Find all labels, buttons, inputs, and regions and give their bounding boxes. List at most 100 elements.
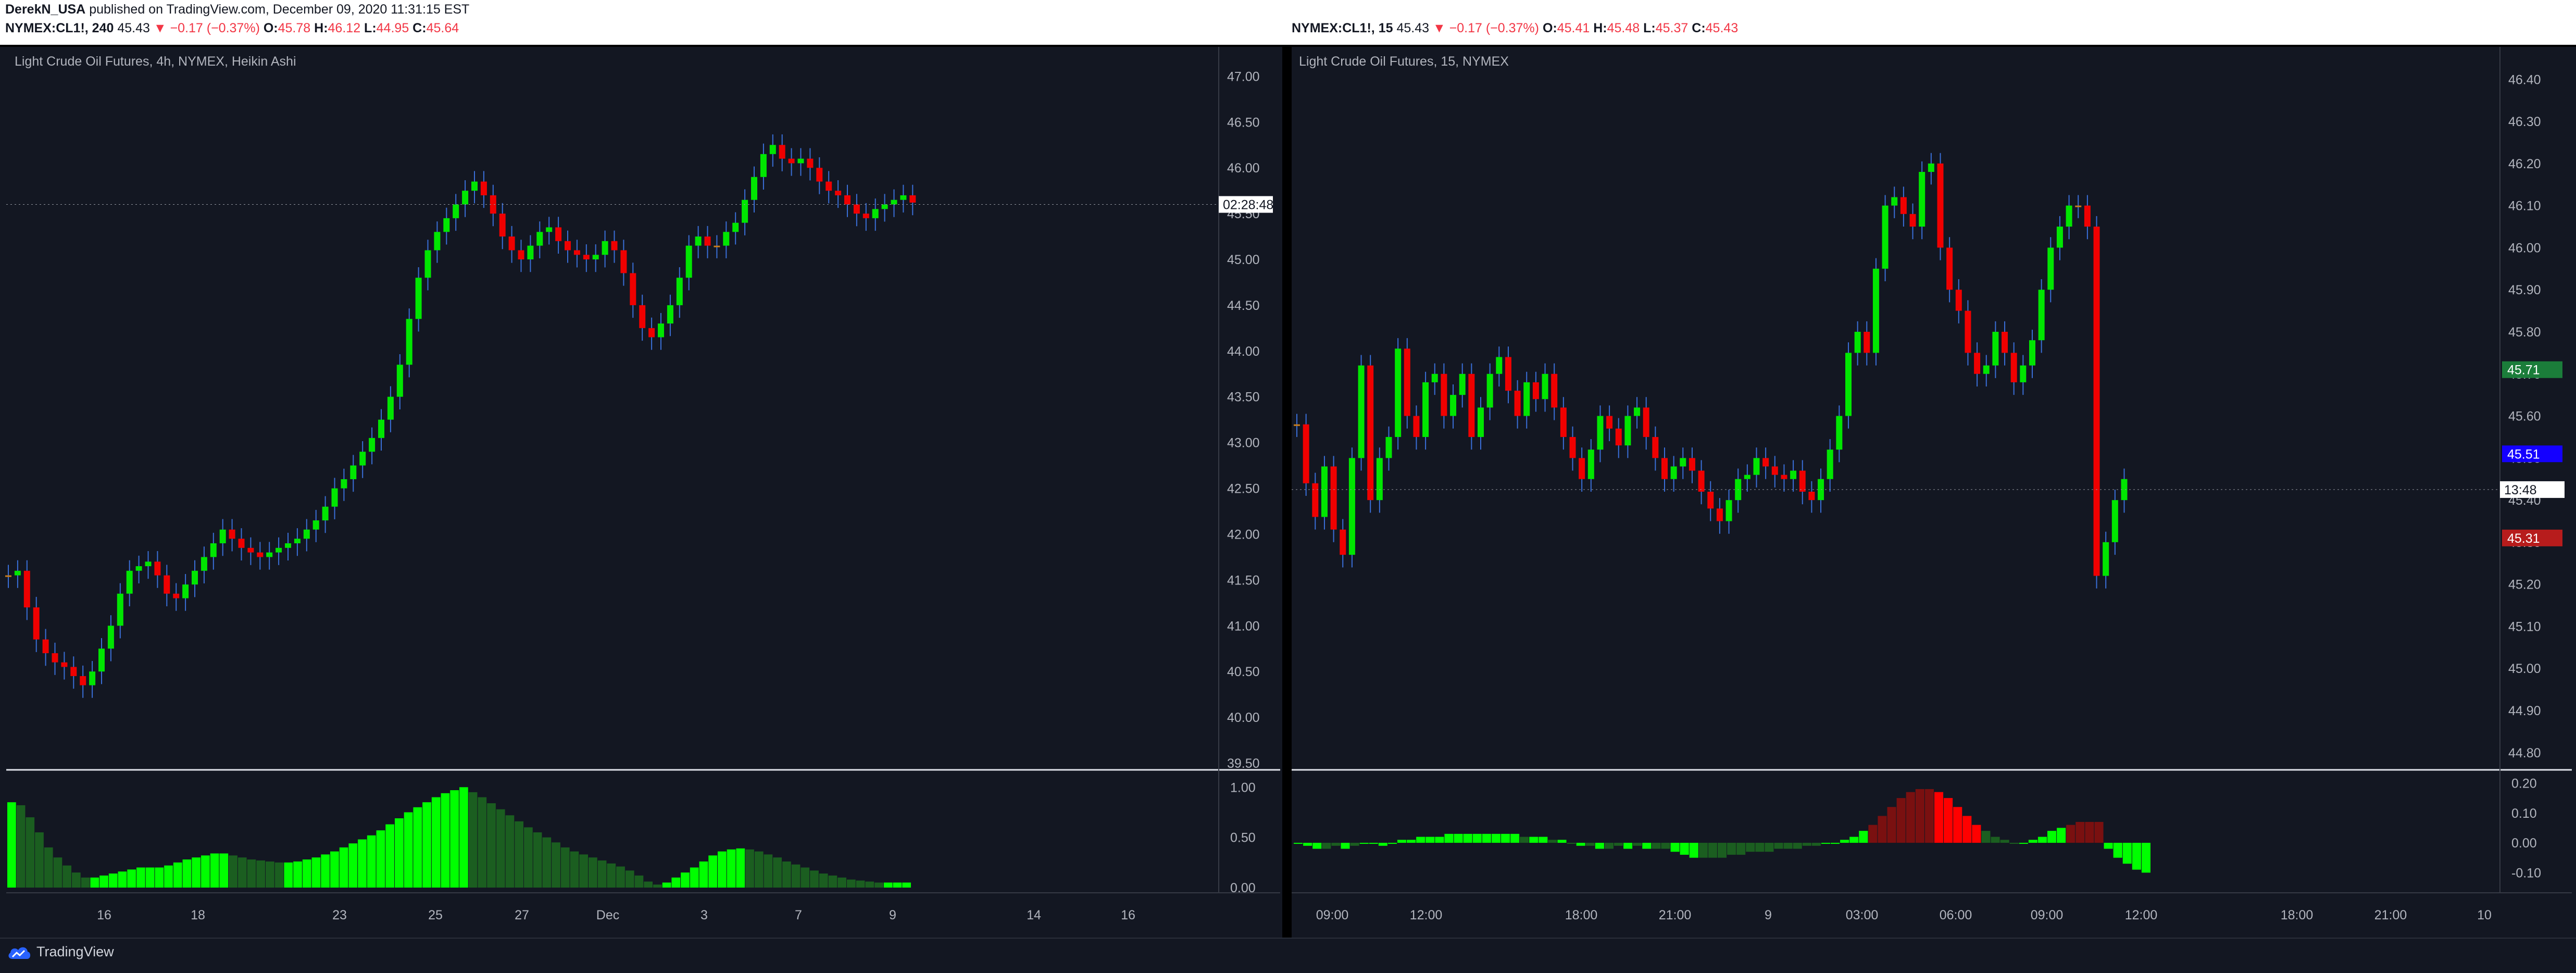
osc-bar — [2075, 821, 2085, 843]
candle-body — [1478, 407, 1484, 437]
candle-body — [257, 552, 264, 557]
chart-canvas[interactable]: 47.0046.5046.0045.5045.0044.5044.0043.50… — [0, 0, 2576, 938]
candle-body — [192, 570, 198, 585]
osc-bar — [828, 875, 837, 888]
osc-bar — [1793, 843, 1802, 849]
candle-body — [620, 250, 627, 273]
right-l-value: 45.37 — [1655, 21, 1689, 35]
candle-body — [2121, 479, 2128, 501]
price-tick-0-8: 43.00 — [1227, 436, 1260, 451]
candle-body — [862, 214, 869, 218]
time-tick-1-0: 09:00 — [1316, 908, 1349, 922]
osc-bar — [7, 802, 16, 888]
left-h-value: 46.12 — [328, 21, 361, 35]
osc-bar — [533, 832, 542, 888]
left-o-label: O: — [263, 21, 278, 35]
osc-bar — [72, 872, 81, 888]
candle-body — [415, 278, 422, 319]
price-tick-1-6: 45.80 — [2508, 325, 2541, 340]
price-label-box-2 — [2502, 529, 2562, 546]
candle-body — [331, 488, 338, 507]
candle-body — [1725, 500, 1732, 521]
osc-bar — [348, 843, 358, 888]
candle-body — [853, 204, 860, 214]
candle-body — [98, 648, 105, 672]
price-tick-1-5: 45.90 — [2508, 283, 2541, 297]
candle-body — [1928, 163, 1934, 172]
author-name[interactable]: DerekN_USA — [5, 2, 86, 17]
osc-bar — [597, 860, 607, 888]
candle-body — [1753, 458, 1760, 475]
left-legend: NYMEX:CL1!, 240 45.43 ▼ −0.17 (−0.37%) O… — [5, 21, 459, 36]
osc-bar — [837, 877, 846, 888]
osc-bar — [16, 805, 26, 888]
osc-bar — [2028, 840, 2037, 843]
osc-tick-0-2: 0.00 — [1230, 881, 1256, 895]
time-tick-1-5: 03:00 — [1846, 908, 1879, 922]
osc-bar — [2085, 821, 2094, 843]
osc-bar — [1698, 843, 1708, 858]
osc-bar — [1500, 833, 1510, 843]
osc-bar — [1633, 843, 1642, 846]
osc-bar — [570, 851, 579, 888]
candle-body — [1450, 395, 1457, 416]
countdown-box-1 — [2500, 481, 2565, 498]
right-h-value: 45.48 — [1607, 21, 1640, 35]
candle-body — [1579, 458, 1585, 479]
candle-body — [387, 396, 394, 420]
price-tick-1-2: 46.20 — [2508, 157, 2541, 171]
candle-body — [490, 195, 496, 214]
osc-bar — [1680, 843, 1689, 855]
right-o-value: 45.41 — [1557, 21, 1590, 35]
osc-bar — [1670, 843, 1680, 852]
time-tick-0-6: 3 — [701, 908, 708, 922]
osc-bar — [431, 797, 441, 888]
candle-body — [1551, 373, 1558, 408]
candle-body — [1569, 436, 1576, 458]
osc-bar — [653, 884, 662, 888]
candle-body — [881, 204, 888, 209]
osc-bar — [560, 847, 570, 888]
candle-body — [1303, 424, 1309, 483]
osc-bar — [791, 864, 801, 888]
osc-bar — [2122, 843, 2132, 864]
candle-body — [1790, 470, 1797, 479]
osc-bar — [1962, 816, 1972, 843]
osc-bar — [1341, 843, 1350, 849]
candle-body — [2075, 205, 2082, 207]
tradingview-logo[interactable]: TradingView — [7, 944, 114, 960]
osc-bar — [634, 875, 644, 888]
price-tick-1-1: 46.30 — [2508, 115, 2541, 129]
osc-bar — [99, 875, 108, 888]
price-label-box-1 — [2502, 445, 2562, 463]
osc-bar — [736, 848, 745, 888]
candle-body — [1661, 458, 1668, 479]
candle-body — [1827, 450, 1833, 479]
candle-body — [499, 214, 506, 237]
candle-body — [229, 529, 235, 539]
osc-bar — [1831, 843, 1840, 844]
candle-body — [378, 419, 384, 438]
osc-tick-0-0: 1.00 — [1230, 780, 1256, 795]
osc-bar — [385, 824, 394, 888]
osc-bar — [616, 866, 625, 888]
osc-bar — [1557, 840, 1567, 843]
candle-body — [2084, 205, 2091, 227]
osc-bar — [782, 861, 791, 888]
candle-body — [1762, 458, 1769, 467]
countdown-label-0: 02:28:48 — [1223, 198, 1273, 213]
osc-bar — [164, 865, 173, 888]
candle-body — [5, 575, 11, 577]
osc-bar — [219, 853, 229, 888]
price-label-1: 45.51 — [2507, 447, 2540, 461]
time-tick-1-10: 21:00 — [2374, 908, 2407, 922]
candle-body — [107, 626, 114, 649]
osc-bar — [1765, 843, 1774, 852]
candle-body — [844, 195, 851, 205]
candle-body — [573, 250, 580, 255]
osc-bar — [1906, 792, 1915, 843]
osc-bar — [173, 862, 182, 888]
price-tick-0-15: 39.50 — [1227, 756, 1260, 771]
candle-body — [2029, 340, 2035, 366]
time-tick-0-10: 16 — [1121, 908, 1135, 922]
